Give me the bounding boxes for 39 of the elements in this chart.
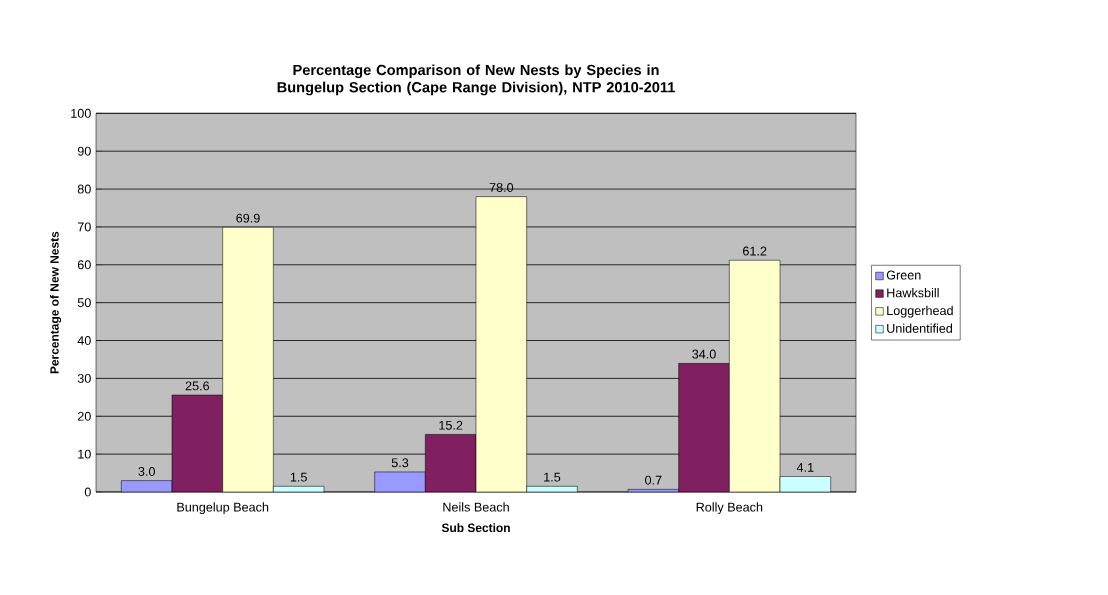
data-label: 4.1 (796, 463, 814, 472)
y-tick-label: 80 (77, 184, 91, 194)
bar (678, 363, 730, 493)
y-tick-label: 20 (77, 411, 91, 421)
bar (171, 394, 223, 493)
legend-label: Hawksbill (887, 288, 939, 298)
data-label: 0.7 (645, 475, 662, 485)
data-label: 1.5 (544, 472, 561, 482)
y-tick-label: 70 (77, 222, 91, 232)
data-label: 1.5 (290, 472, 307, 482)
data-label: 34.0 (692, 349, 716, 359)
legend-label: Loggerhead (887, 305, 953, 318)
bar (729, 260, 781, 493)
data-label: 15.2 (439, 420, 463, 430)
y-tick-label: 30 (77, 374, 91, 384)
data-label: 5.3 (391, 458, 409, 468)
x-tick-label: Rolly Beach (696, 502, 763, 515)
data-label: 3.0 (138, 467, 155, 477)
legend-label: Green (886, 270, 921, 280)
data-label: 25.6 (185, 381, 210, 391)
y-tick-label: 40 (77, 336, 91, 346)
data-label: 78.0 (489, 183, 514, 193)
bar (222, 227, 274, 493)
bar (476, 196, 527, 493)
bar (425, 434, 477, 493)
y-axis-title: Percentage of New Nests (49, 231, 62, 374)
legend-label: Unidentified (887, 323, 953, 334)
y-tick-label: 90 (77, 146, 91, 156)
y-tick-label: 100 (71, 109, 91, 118)
y-tick-label: 0 (84, 487, 91, 497)
data-label: 61.2 (743, 246, 767, 256)
x-tick-label: Neils Beach (443, 502, 509, 512)
x-axis-title: Sub Section (441, 523, 510, 533)
data-label: 69.9 (236, 213, 260, 223)
y-tick-label: 10 (78, 449, 91, 459)
y-tick-label: 50 (77, 298, 91, 308)
x-tick-label: Bungelup Beach (177, 502, 269, 515)
chart-title: Percentage Comparison of New Nests by Species in Bungelup Section (Cape Range Division), NTP 2010-2011 (277, 64, 675, 96)
y-tick-label: 60 (77, 260, 91, 270)
